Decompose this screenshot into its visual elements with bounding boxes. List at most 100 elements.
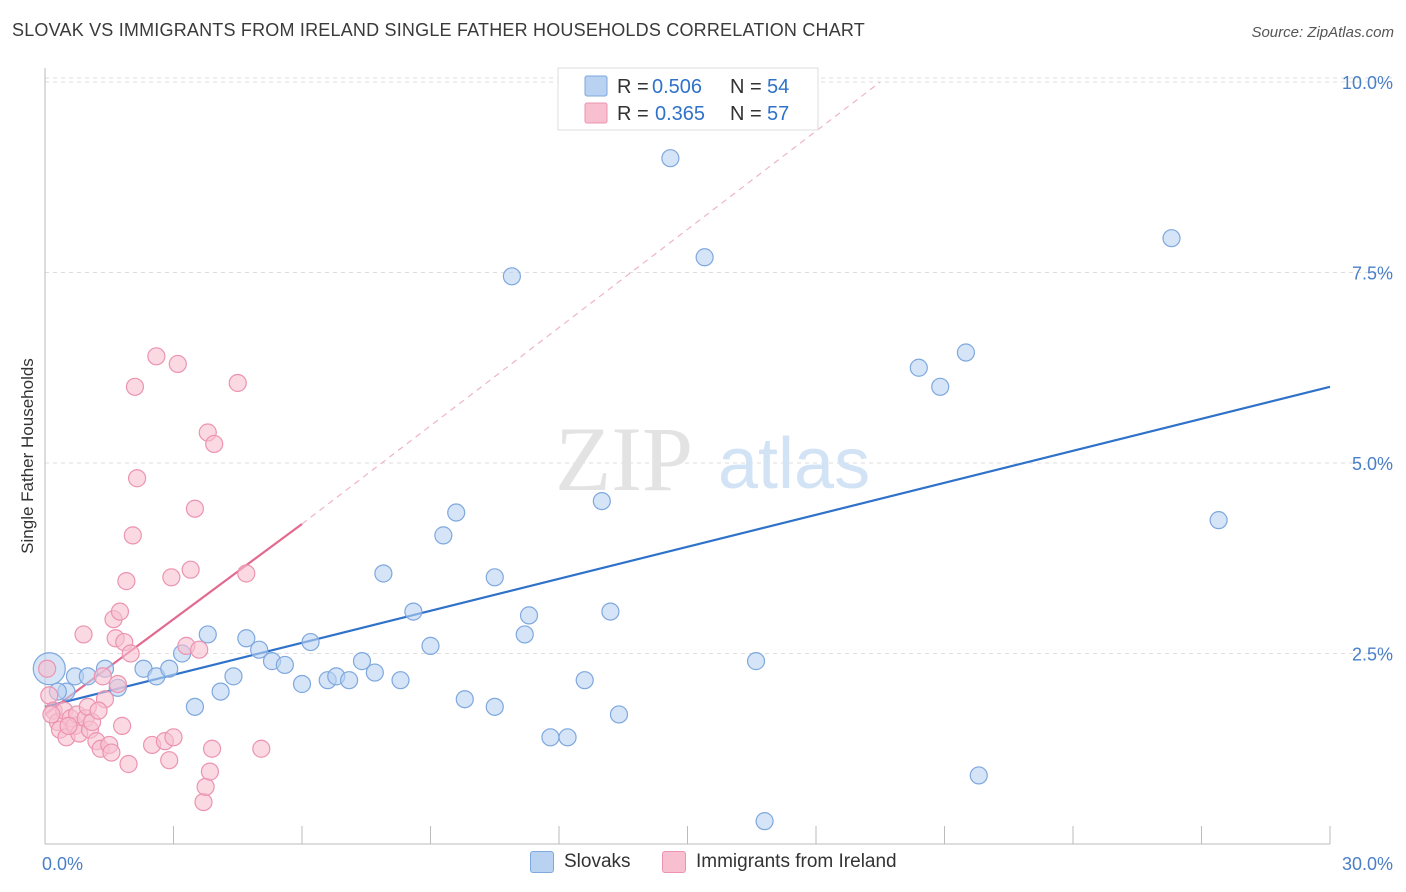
legend-n-value-slovaks: 54	[767, 76, 789, 98]
point-pink-38	[162, 568, 181, 587]
point-blue-30	[447, 503, 466, 522]
trend-line-1	[44, 523, 303, 716]
point-pink-28	[117, 572, 136, 591]
point-pink-46	[196, 777, 215, 796]
point-pink-35	[147, 347, 166, 366]
y-tick-label-2: 7.5%	[1352, 264, 1393, 284]
tick-labels: 2.5% 5.0% 7.5% 10.0% 0.0% 30.0%	[42, 73, 1393, 874]
x-tick-label-0: 0.0%	[42, 854, 83, 874]
bottom-legend-swatch-ireland	[662, 851, 686, 873]
point-pink-37	[160, 751, 179, 770]
legend-r-label-ireland: R =	[617, 103, 649, 125]
point-pink-33	[127, 469, 147, 488]
point-pink-52	[237, 564, 256, 583]
trend-line-dashed-1	[301, 81, 881, 525]
point-pink-42	[181, 560, 200, 579]
y-tick-label-0: 2.5%	[1352, 645, 1393, 665]
point-blue-13	[224, 667, 243, 686]
point-blue-24	[365, 663, 384, 682]
point-pink-24	[108, 674, 127, 694]
point-blue-50	[969, 766, 988, 785]
point-blue-32	[485, 568, 504, 587]
point-blue-18	[292, 674, 312, 694]
chart-title: SLOVAK VS IMMIGRANTS FROM IRELAND SINGLE…	[12, 20, 865, 40]
point-pink-25	[110, 602, 130, 621]
watermark: ZIP atlas	[555, 408, 870, 510]
point-blue-12	[211, 682, 230, 701]
point-blue-33	[485, 697, 504, 716]
point-blue-47	[909, 358, 928, 377]
point-pink-29	[119, 754, 138, 774]
point-blue-43	[661, 149, 680, 168]
legend-r-value-slovaks: 0.506	[652, 76, 702, 98]
point-blue-49	[956, 343, 976, 362]
point-blue-22	[340, 671, 359, 690]
point-blue-19	[301, 632, 320, 652]
legend-swatch-ireland	[584, 102, 608, 124]
point-pink-51	[228, 373, 247, 393]
point-blue-38	[558, 728, 577, 747]
point-pink-53	[252, 739, 271, 758]
point-pink-49	[202, 739, 222, 758]
point-pink-30	[121, 644, 140, 663]
point-blue-15	[250, 640, 269, 659]
watermark-zip: ZIP	[555, 408, 693, 510]
bottom-legend-label-slovaks: Slovaks	[564, 851, 631, 872]
point-blue-23	[352, 652, 372, 671]
point-pink-32	[125, 377, 145, 396]
point-pink-1	[40, 686, 59, 705]
point-blue-10	[185, 697, 205, 716]
source-label: Source: ZipAtlas.com	[1251, 24, 1394, 41]
point-blue-45	[746, 652, 766, 671]
point-blue-29	[434, 526, 453, 545]
point-pink-26	[112, 716, 132, 735]
point-pink-45	[194, 792, 213, 812]
point-pink-39	[164, 728, 183, 747]
point-pink-43	[185, 499, 205, 518]
point-blue-17	[275, 655, 294, 675]
legend-box: R = 0.506 N = 54 R = 0.365 N = 57	[557, 67, 819, 131]
bottom-legend-ireland: Immigrants from Ireland	[662, 851, 897, 873]
point-pink-50	[205, 434, 224, 454]
point-blue-37	[541, 728, 560, 747]
point-blue-25	[374, 564, 393, 583]
point-blue-40	[592, 492, 611, 511]
y-tick-label-1: 5.0%	[1352, 454, 1393, 474]
point-blue-8	[160, 659, 179, 678]
point-pink-18	[93, 667, 112, 686]
point-pink-21	[102, 743, 121, 762]
y-tick-label-3: 10.0%	[1342, 73, 1393, 93]
legend-n-value-ireland: 57	[767, 103, 789, 125]
legend-swatch-slovaks	[584, 75, 608, 97]
bottom-legend-slovaks: Slovaks	[530, 851, 631, 873]
point-pink-0	[38, 659, 57, 678]
legend-r-label-slovaks: R =	[617, 76, 649, 98]
point-pink-55	[59, 716, 78, 735]
point-blue-35	[519, 606, 539, 625]
trend-lines	[44, 81, 1331, 716]
point-blue-46	[755, 812, 774, 831]
legend-n-label-slovaks: N =	[730, 76, 762, 98]
bottom-legend-swatch-slovaks	[530, 851, 554, 873]
point-blue-28	[421, 636, 440, 655]
point-blue-39	[575, 671, 594, 690]
point-blue-48	[931, 377, 950, 396]
point-pink-40	[168, 354, 187, 374]
watermark-atlas: atlas	[718, 424, 870, 504]
data-points	[32, 149, 1228, 831]
point-pink-11	[74, 625, 93, 644]
bottom-legend-label-ireland: Immigrants from Ireland	[696, 851, 897, 872]
point-blue-44	[695, 248, 714, 267]
point-blue-34	[515, 625, 534, 644]
point-pink-31	[123, 526, 142, 545]
point-blue-27	[404, 602, 423, 621]
point-pink-56	[89, 701, 108, 720]
point-blue-51	[1162, 229, 1181, 248]
point-blue-31	[455, 690, 474, 709]
point-blue-41	[601, 602, 620, 621]
point-pink-44	[190, 640, 209, 659]
point-pink-54	[42, 705, 61, 724]
point-blue-11	[198, 625, 217, 644]
point-pink-48	[200, 762, 220, 781]
